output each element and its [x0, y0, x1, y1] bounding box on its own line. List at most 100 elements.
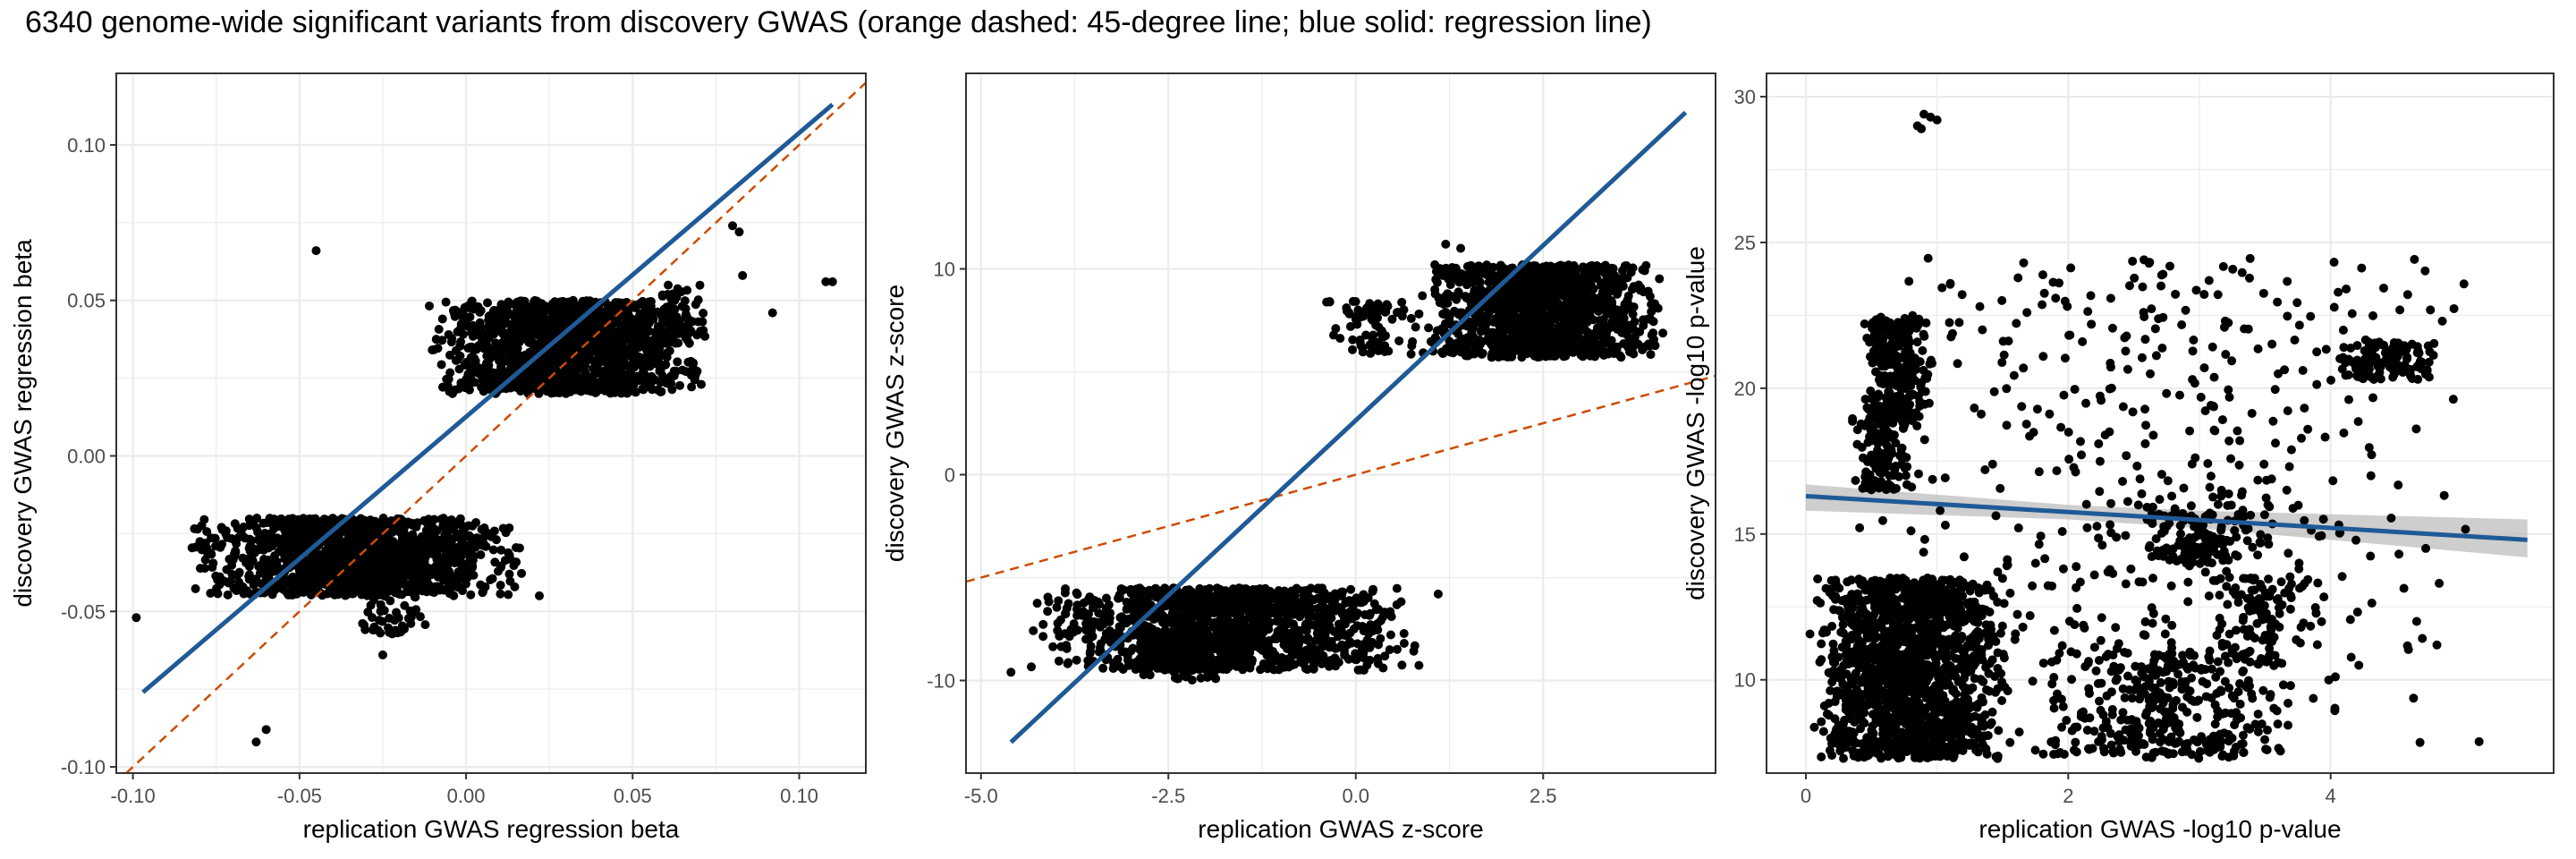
data-point: [1207, 596, 1216, 606]
data-point: [1262, 586, 1272, 596]
data-point: [441, 549, 451, 559]
data-point: [360, 625, 370, 634]
data-point: [292, 531, 302, 540]
x-tick-label: -0.05: [277, 785, 322, 807]
data-point: [1288, 619, 1298, 629]
data-point: [406, 618, 416, 628]
data-point: [634, 352, 644, 361]
data-point: [437, 382, 447, 392]
data-point: [1127, 660, 1137, 670]
data-point: [580, 385, 590, 395]
data-point: [1098, 663, 1108, 673]
data-point: [468, 539, 478, 549]
data-point: [625, 387, 635, 396]
data-point: [1167, 612, 1177, 622]
y-tick-label: 0.00: [67, 445, 106, 467]
data-point: [1156, 660, 1165, 670]
x-tick-label: -2.5: [1151, 785, 1185, 807]
data-point: [602, 308, 612, 318]
data-point: [1357, 645, 1367, 655]
data-point: [423, 541, 433, 551]
data-point: [1287, 603, 1297, 613]
data-point: [230, 519, 240, 529]
data-point: [292, 523, 301, 532]
data-point: [1303, 634, 1313, 643]
data-point: [616, 388, 626, 398]
data-point: [1244, 595, 1254, 605]
data-point: [476, 305, 486, 315]
data-point: [1278, 659, 1288, 668]
data-point: [296, 580, 306, 590]
data-point: [532, 365, 542, 375]
data-point: [435, 557, 445, 566]
data-point: [1159, 585, 1169, 595]
data-point: [1393, 644, 1402, 654]
data-point: [319, 574, 329, 584]
data-point: [420, 620, 430, 630]
data-point: [448, 533, 458, 543]
data-point: [238, 582, 248, 591]
data-point: [191, 583, 200, 593]
data-point: [479, 330, 488, 340]
data-point: [310, 526, 320, 536]
data-point: [1270, 651, 1280, 660]
data-point: [483, 298, 493, 308]
data-point: [526, 327, 536, 336]
data-point: [767, 308, 777, 318]
data-point: [449, 576, 459, 586]
data-point: [675, 380, 685, 390]
data-point: [1378, 612, 1388, 622]
data-point: [369, 593, 378, 603]
data-point: [658, 310, 668, 320]
data-point: [1647, 307, 1657, 317]
data-point: [504, 569, 514, 579]
data-point: [606, 340, 615, 350]
data-point: [1355, 665, 1365, 675]
data-point: [429, 532, 439, 541]
data-point: [657, 290, 667, 300]
data-point: [1257, 613, 1267, 623]
regression-line: [141, 102, 835, 694]
data-point: [827, 276, 837, 286]
data-point: [392, 545, 402, 555]
data-point: [445, 350, 454, 360]
data-point: [1313, 635, 1323, 645]
data-point: [385, 613, 394, 623]
data-point: [664, 333, 674, 343]
data-point: [1119, 585, 1129, 595]
data-point: [1184, 634, 1194, 644]
data-point: [294, 587, 304, 597]
data-point: [386, 563, 395, 573]
data-point: [239, 589, 249, 599]
data-point: [526, 316, 536, 326]
data-point: [1318, 642, 1327, 652]
data-point: [343, 532, 353, 542]
y-tick-label: -0.05: [61, 600, 106, 623]
data-point: [244, 521, 254, 531]
data-point: [639, 385, 648, 395]
data-point: [630, 362, 640, 372]
data-point: [353, 549, 363, 559]
data-point: [373, 540, 383, 549]
data-point: [200, 555, 210, 565]
data-point: [1105, 617, 1114, 627]
data-point: [1301, 626, 1311, 636]
data-point: [1184, 585, 1194, 595]
data-point: [208, 563, 217, 573]
data-point: [1385, 630, 1395, 640]
data-point: [1380, 651, 1390, 661]
data-point: [1230, 605, 1240, 615]
data-point: [1061, 608, 1071, 618]
data-point: [312, 558, 322, 568]
data-point: [190, 523, 199, 533]
data-point: [268, 566, 278, 576]
data-point: [620, 311, 630, 321]
data-point: [257, 560, 267, 570]
data-point: [436, 515, 446, 524]
data-point: [468, 521, 478, 531]
data-point: [480, 582, 490, 591]
data-point: [260, 528, 270, 538]
data-point: [1267, 607, 1277, 617]
data-point: [1174, 634, 1183, 644]
data-point: [458, 571, 468, 581]
